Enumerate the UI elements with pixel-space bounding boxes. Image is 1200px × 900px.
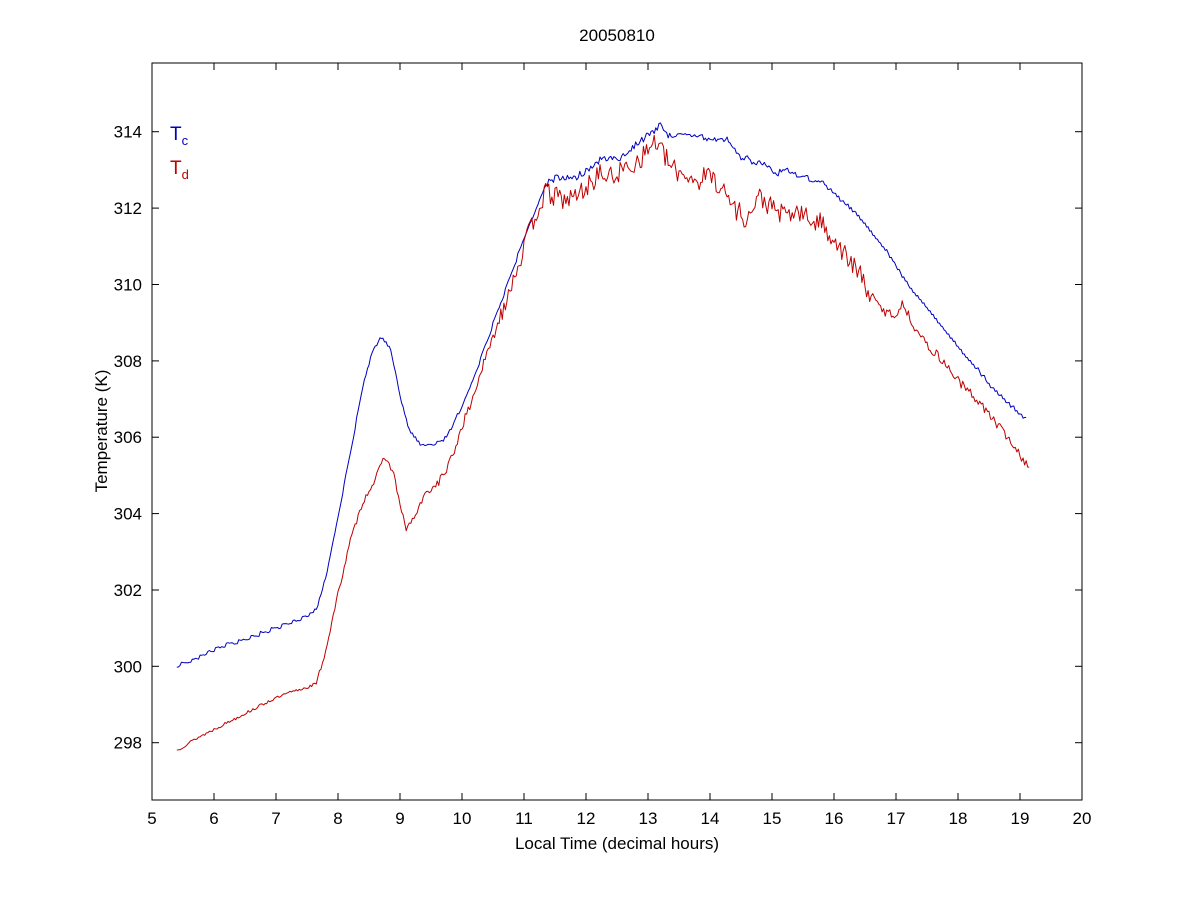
svg-text:300: 300 [114, 657, 142, 676]
svg-text:10: 10 [453, 809, 472, 828]
legend-td-sub: d [181, 166, 189, 182]
svg-text:312: 312 [114, 199, 142, 218]
x-axis-label: Local Time (decimal hours) [514, 834, 720, 853]
svg-text:13: 13 [639, 809, 658, 828]
svg-text:12: 12 [577, 809, 596, 828]
svg-text:16: 16 [825, 809, 844, 828]
svg-text:15: 15 [763, 809, 782, 828]
svg-text:306: 306 [114, 428, 142, 447]
svg-text:8: 8 [333, 809, 342, 828]
svg-text:310: 310 [114, 275, 142, 294]
legend-tc-label: T [170, 124, 182, 145]
svg-text:302: 302 [114, 581, 142, 600]
svg-text:9: 9 [395, 809, 404, 828]
svg-text:20: 20 [1073, 809, 1092, 828]
svg-text:298: 298 [114, 734, 142, 753]
legend-td-label: T [170, 158, 182, 179]
svg-text:19: 19 [1011, 809, 1030, 828]
legend-entry-td: Td [170, 158, 189, 182]
svg-text:17: 17 [887, 809, 906, 828]
svg-text:18: 18 [949, 809, 968, 828]
legend-tc-sub: c [181, 132, 189, 148]
svg-text:304: 304 [114, 505, 142, 524]
svg-text:308: 308 [114, 352, 142, 371]
svg-text:11: 11 [515, 809, 533, 828]
chart-title: 20050810 [579, 26, 655, 45]
svg-text:314: 314 [114, 123, 142, 142]
svg-text:5: 5 [147, 809, 156, 828]
svg-text:7: 7 [271, 809, 280, 828]
y-axis-label: Temperature (K) [92, 369, 111, 493]
svg-text:14: 14 [701, 809, 720, 828]
legend-entry-tc: Tc [170, 124, 188, 148]
svg-text:6: 6 [209, 809, 218, 828]
